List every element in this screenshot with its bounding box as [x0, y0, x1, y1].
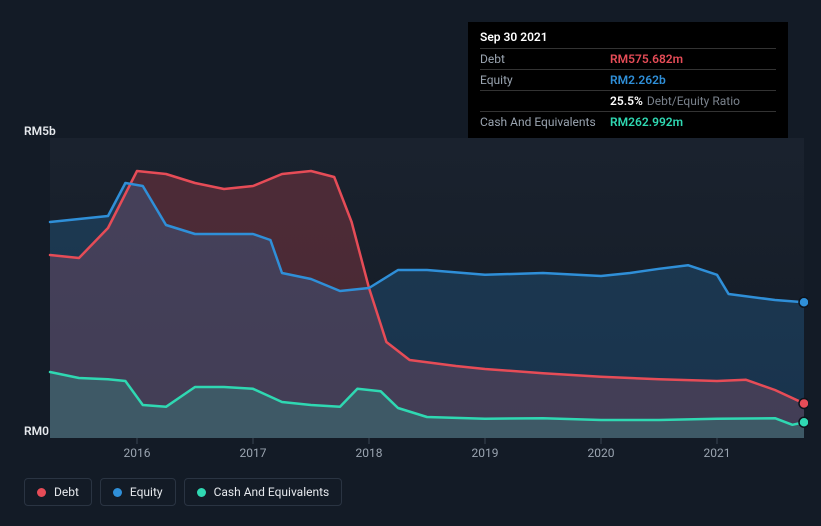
legend-label: Equity [130, 485, 163, 499]
legend-label: Cash And Equivalents [214, 485, 330, 499]
legend-item-debt[interactable]: Debt [24, 478, 92, 506]
x-axis-label: 2016 [124, 446, 151, 460]
legend-label: Debt [54, 485, 79, 499]
x-axis-label: 2018 [356, 446, 383, 460]
legend-item-equity[interactable]: Equity [100, 478, 176, 506]
legend-dot [113, 488, 122, 497]
legend-item-cash-and-equivalents[interactable]: Cash And Equivalents [184, 478, 343, 506]
x-axis-label: 2017 [240, 446, 267, 460]
x-axis-label: 2019 [472, 446, 499, 460]
legend: Debt Equity Cash And Equivalents [24, 478, 342, 506]
end-marker-debt [799, 398, 808, 408]
x-axis-label: 2020 [588, 446, 615, 460]
legend-dot [197, 488, 206, 497]
end-marker-cash-and-equivalents [799, 417, 808, 427]
chart-plot[interactable] [0, 0, 808, 458]
end-marker-equity [799, 297, 808, 307]
x-axis-label: 2021 [704, 446, 731, 460]
legend-dot [37, 488, 46, 497]
